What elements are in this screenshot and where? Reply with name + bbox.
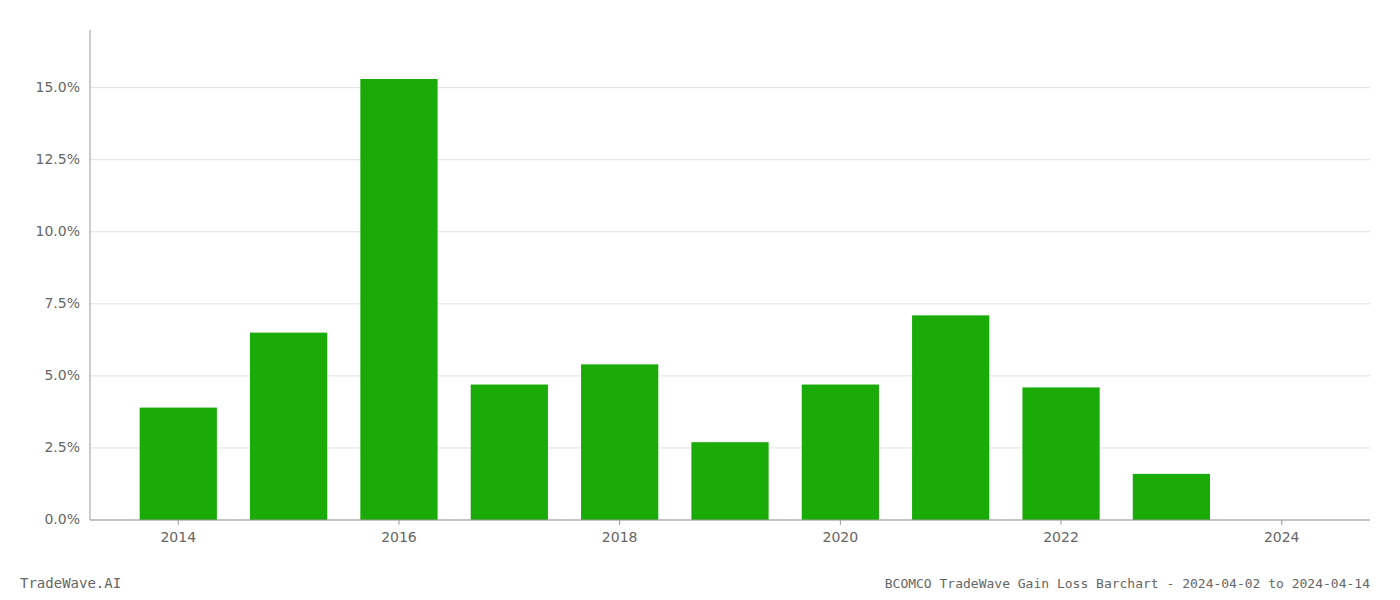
- x-tick-label: 2014: [160, 529, 196, 545]
- bar: [140, 408, 217, 520]
- x-axis-line: [90, 520, 1370, 521]
- y-tick-label: 0.0%: [44, 511, 80, 527]
- y-tick-label: 15.0%: [36, 79, 80, 95]
- bar: [912, 315, 989, 520]
- x-tick: [178, 520, 179, 525]
- bar: [360, 79, 437, 520]
- grid-line: [90, 303, 1370, 304]
- x-tick-label: 2020: [823, 529, 859, 545]
- chart: 0.0%2.5%5.0%7.5%10.0%12.5%15.0%201420162…: [0, 0, 1400, 600]
- grid-line: [90, 87, 1370, 88]
- grid-line: [90, 231, 1370, 232]
- x-axis: 2014 2016 2018 2020 2022 2024: [160, 520, 1299, 545]
- y-tick-label: 7.5%: [44, 295, 80, 311]
- y-tick-label: 10.0%: [36, 223, 80, 239]
- bars: [140, 79, 1210, 520]
- bar: [802, 385, 879, 520]
- grid-line: [90, 159, 1370, 160]
- x-tick-label: 2022: [1043, 529, 1079, 545]
- x-tick-label: 2016: [381, 529, 417, 545]
- y-tick-label: 5.0%: [44, 367, 80, 383]
- watermark: TradeWave.AI: [20, 575, 121, 591]
- title: BCOMCO TradeWave Gain Loss Barchart - 20…: [885, 576, 1370, 591]
- bar: [250, 333, 327, 520]
- x-tick: [398, 520, 399, 525]
- x-tick: [619, 520, 620, 525]
- bar: [1022, 387, 1099, 520]
- x-tick: [1061, 520, 1062, 525]
- grid-line: [90, 520, 1370, 521]
- bar: [471, 385, 548, 520]
- grid: [90, 88, 1370, 520]
- x-tick-label: 2024: [1264, 529, 1300, 545]
- x-tick: [840, 520, 841, 525]
- bar: [691, 442, 768, 520]
- y-axis-line: [90, 30, 91, 520]
- y-tick-label: 12.5%: [36, 151, 80, 167]
- x-tick-label: 2018: [602, 529, 638, 545]
- y-tick-label: 2.5%: [44, 439, 80, 455]
- x-tick: [1281, 520, 1282, 525]
- bar: [581, 364, 658, 520]
- y-axis: 0.0% 2.5% 5.0% 7.5% 10.0% 12.5% 15.0%: [36, 79, 80, 527]
- bar: [1133, 474, 1210, 520]
